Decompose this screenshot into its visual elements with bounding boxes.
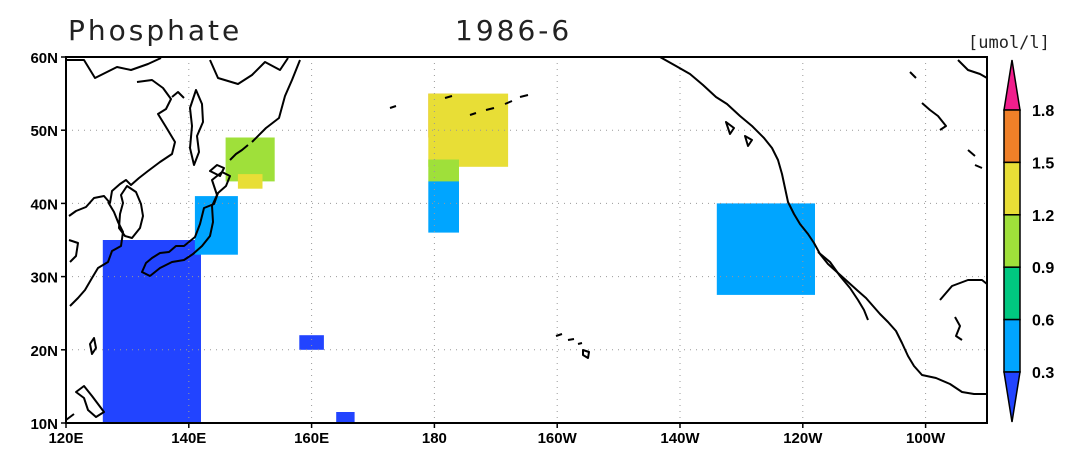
latitude-tick-labels: 60N 50N 40N 30N 20N 10N — [30, 50, 66, 433]
coastline-islands-bc — [725, 59, 988, 169]
x-tick-label: 140W — [660, 430, 700, 447]
colorbar-box — [1003, 266, 1021, 321]
units-label: [umol/l] — [968, 33, 1050, 53]
map-frame — [65, 56, 988, 424]
y-tick-label: 60N — [30, 50, 58, 67]
y-tick-label: 50N — [30, 123, 58, 140]
coastline-korea — [118, 185, 144, 239]
x-tick-label: 120E — [48, 430, 83, 447]
y-tick-label: 10N — [30, 416, 58, 433]
y-tick-label: 20N — [30, 343, 58, 360]
coastline-aleutians — [389, 94, 529, 116]
field-region-california-current — [716, 203, 815, 295]
map-plot-area — [65, 56, 988, 424]
colorbar-top-triangle — [1003, 59, 1021, 111]
grid-lines — [66, 57, 987, 423]
field-region-small-patch-165E — [336, 412, 355, 423]
colorbar-box — [1003, 109, 1021, 164]
field-region-western-subtropical-pacific — [102, 240, 201, 423]
coastline-okhotsk — [171, 57, 301, 143]
colorbar-tick-label: 0.6 — [1032, 313, 1054, 330]
colorbar-bottom-triangle — [1003, 371, 1021, 423]
period-title: 1986-6 — [455, 14, 572, 47]
colorbar: 1.8 1.5 1.2 0.9 0.6 0.3 — [1003, 59, 1054, 423]
colorbar-tick-label: 1.8 — [1032, 103, 1054, 120]
field-region-small-patch-160E — [299, 335, 324, 350]
colorbar-tick-label: 1.2 — [1032, 208, 1054, 225]
coastline-hawaii — [555, 333, 590, 359]
field-region-kuril-oyashio — [225, 137, 275, 182]
field-region-dateline-mid — [428, 159, 459, 182]
colorbar-box — [1003, 214, 1021, 268]
field-region-kuril-oyashio-edge — [237, 174, 263, 189]
coastline-gulf — [939, 279, 988, 341]
y-tick-label: 40N — [30, 196, 58, 213]
colorbar-tick-label: 0.9 — [1032, 260, 1054, 277]
longitude-tick-labels: 120E 140E 160E 180 160W 140W 120W 100W — [48, 423, 946, 447]
x-tick-label: 120W — [783, 430, 823, 447]
colorbar-box — [1003, 318, 1021, 373]
coastline-taiwan — [89, 337, 97, 355]
coastline-philippines — [65, 385, 105, 421]
colorbar-tick-label: 1.5 — [1032, 155, 1054, 172]
coastline-japan — [141, 144, 249, 277]
coastline-baja — [817, 251, 869, 321]
coastlines — [65, 56, 988, 421]
y-tick-label: 30N — [30, 270, 58, 287]
variable-title: Phosphate — [68, 14, 242, 47]
colorbar-box — [1003, 161, 1021, 216]
field-region-dateline-south — [428, 181, 459, 233]
coastline-sakhalin — [189, 89, 204, 166]
colorbar-tick-label: 0.3 — [1032, 365, 1054, 382]
x-tick-label: 160W — [538, 430, 578, 447]
x-tick-label: 160E — [294, 430, 329, 447]
x-tick-label: 180 — [422, 430, 447, 447]
coastline-asia-mainland — [66, 57, 176, 307]
phosphate-field-layer — [102, 93, 815, 423]
x-tick-label: 100W — [906, 430, 946, 447]
x-tick-label: 140E — [171, 430, 206, 447]
